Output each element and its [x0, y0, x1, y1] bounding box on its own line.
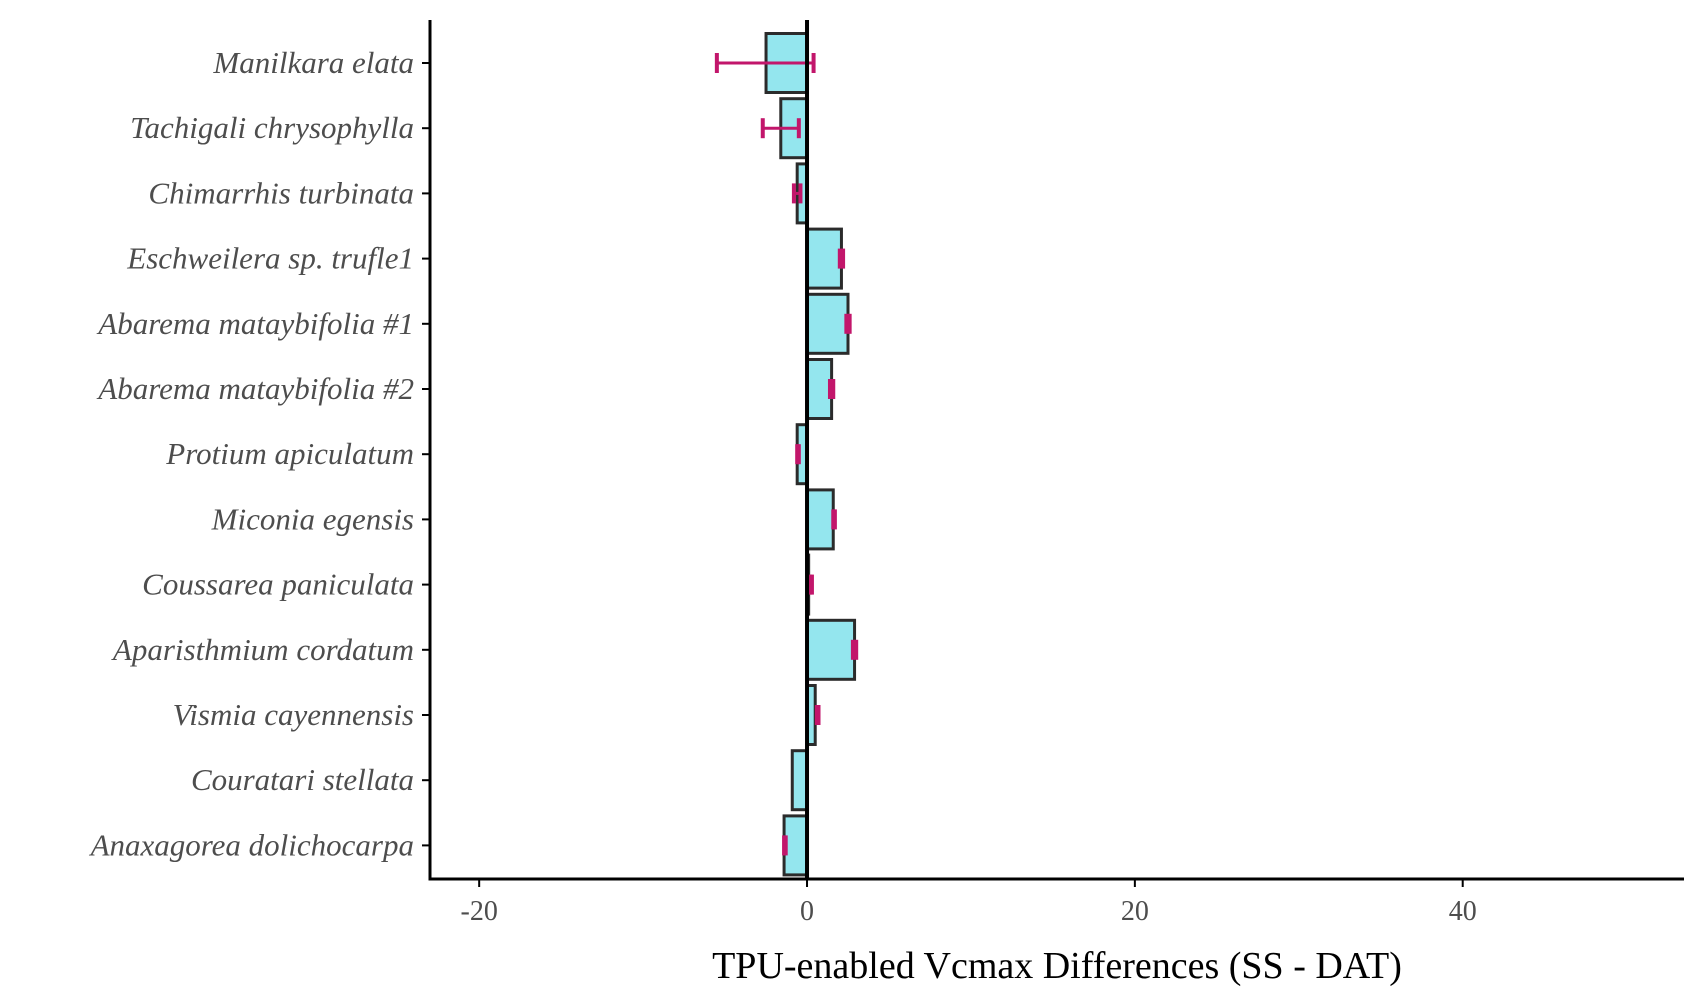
error-bar — [782, 835, 788, 856]
y-tick-label: Eschweilera sp. trufle1 — [126, 241, 414, 276]
x-tick-label: 0 — [800, 896, 814, 927]
error-bar — [760, 118, 801, 139]
y-tick-label: Protium apiculatum — [165, 436, 414, 471]
bar — [805, 227, 843, 290]
y-axis-ticks: Manilkara elata Tachigali chrysophylla Chi… — [89, 45, 430, 862]
y-tick-label: Tachigali chrysophylla — [130, 110, 414, 145]
bar — [790, 749, 809, 812]
y-tick-label: Abarema mataybifolia #2 — [96, 371, 414, 406]
bar — [805, 618, 857, 681]
x-tick-label: -20 — [461, 896, 498, 927]
y-tick-label: Vismia cayennensis — [173, 697, 414, 732]
error-bar — [844, 313, 852, 334]
y-tick-label: Abarema mataybifolia #1 — [96, 306, 414, 341]
y-tick-label: Couratari stellata — [191, 762, 414, 797]
bars-layer — [764, 32, 857, 877]
error-bars-layer — [714, 53, 859, 856]
y-tick-label: Anaxagorea dolichocarpa — [89, 827, 414, 862]
y-tick-label: Aparisthmium cordatum — [111, 632, 414, 667]
error-bar — [714, 53, 816, 73]
x-axis-ticks: -20 0 20 40 — [461, 879, 1477, 927]
error-bar — [831, 509, 837, 530]
y-tick-label: Miconia egensis — [211, 501, 414, 536]
error-bar — [808, 574, 814, 595]
error-bar — [814, 705, 821, 725]
y-tick-label: Coussarea paniculata — [142, 567, 414, 602]
y-tick-label: Manilkara elata — [212, 45, 414, 80]
x-tick-label: 20 — [1121, 896, 1149, 927]
error-bar — [850, 639, 859, 660]
bar — [805, 488, 835, 551]
bar — [805, 292, 850, 355]
error-bar — [795, 444, 801, 465]
y-tick-label: Chimarrhis turbinata — [148, 175, 414, 210]
x-tick-label: 40 — [1449, 896, 1477, 927]
error-bar — [827, 379, 836, 399]
error-bar — [791, 183, 803, 204]
error-bar — [837, 248, 846, 269]
bar — [805, 358, 834, 420]
x-axis-title: TPU-enabled Vcmax Differences (SS - DAT) — [712, 945, 1402, 987]
